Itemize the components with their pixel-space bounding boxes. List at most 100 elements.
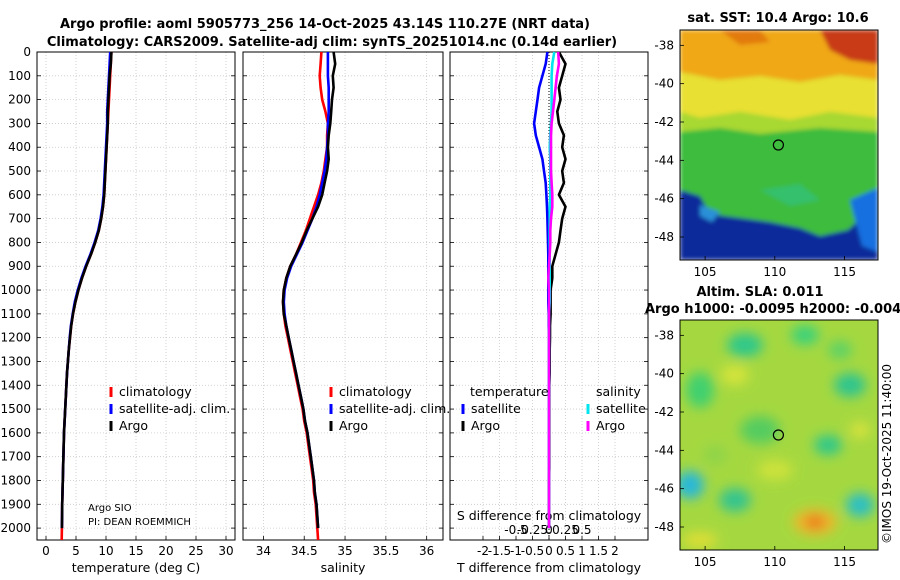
map-x-tick-label: 105	[694, 555, 717, 569]
x-tick-label: -1.5	[488, 544, 511, 558]
depth-tick-label: 200	[8, 93, 31, 107]
depth-tick-label: 1300	[0, 354, 31, 368]
sst-argo-location-marker	[772, 139, 785, 151]
depth-tick-label: 1100	[0, 307, 31, 321]
sla-map-title: Altim. SLA: 0.011	[697, 285, 824, 300]
salinity-satellite-legend-label: satellite	[596, 401, 646, 416]
depth-tick-label: 1700	[0, 450, 31, 464]
depth-tick-label: 0	[23, 45, 31, 59]
series-line-satellite-adj-clim-	[60, 51, 112, 529]
temperature-legend-heading: temperature	[470, 384, 549, 399]
depth-tick-label: 600	[8, 188, 31, 202]
x-tick-label: 36	[419, 544, 434, 558]
sst-map-image	[680, 30, 878, 260]
sst-map-title: sat. SST: 10.4 Argo: 10.6	[687, 11, 868, 26]
map-x-tick-label: 115	[833, 555, 856, 569]
satellite-adj-legend-label: satellite-adj. clim.	[339, 401, 450, 416]
depth-tick-label: 1800	[0, 473, 31, 487]
depth-tick-label: 700	[8, 212, 31, 226]
x-tick-label: 25	[188, 544, 203, 558]
map-x-tick-label: 115	[833, 265, 856, 279]
depth-tick-label: 1900	[0, 497, 31, 511]
x-tick-label: 20	[158, 544, 173, 558]
series-line-climatology	[60, 51, 113, 541]
map-y-tick-label: -38	[654, 38, 674, 52]
x-axis-label: temperature (deg C)	[72, 560, 201, 575]
x-tick-label: 30	[218, 544, 233, 558]
s-x-tick-label: 0	[545, 523, 553, 537]
x-tick-label: -1	[510, 544, 522, 558]
sla-map-image	[680, 320, 878, 550]
difference-panel: -2-1.5-1-0.5 0 0.5 1 1.5 2-0.5-0.250 0.250.5S …	[449, 51, 649, 575]
x-tick-label: 0	[545, 544, 553, 558]
map-y-tick-label: -48	[654, 230, 674, 244]
argo-legend-label: Argo	[119, 418, 148, 433]
axes-box	[36, 51, 236, 541]
depth-tick-label: 1600	[0, 426, 31, 440]
argo-legend-label: Argo	[339, 418, 368, 433]
depth-tick-label: 1500	[0, 402, 31, 416]
s-x-tick-label: -0.5	[504, 523, 527, 537]
salinity-panel: 34 34.5 35 35.5 36 salinity climatology satelli…	[242, 51, 450, 575]
series-line-argo	[60, 51, 113, 529]
x-tick-label: 34.5	[291, 544, 318, 558]
credit-line2: PI: DEAN ROEMMICH	[88, 517, 191, 528]
map-x-tick-label: 110	[763, 555, 786, 569]
map-x-tick-label: 110	[763, 265, 786, 279]
depth-tick-label: 400	[8, 140, 31, 154]
sla-map-subtitle: Argo h1000: -0.0095 h2000: -0.004	[645, 302, 900, 317]
x-tick-label: 35	[337, 544, 352, 558]
map-y-tick-label: -44	[654, 153, 674, 167]
map-y-tick-label: -42	[654, 115, 674, 129]
depth-tick-label: 100	[8, 69, 31, 83]
x-tick-label: 1.5	[589, 544, 608, 558]
s-x-tick-label: 0.5	[572, 523, 591, 537]
map-y-tick-label: -42	[654, 405, 674, 419]
depth-tick-label: 2000	[0, 521, 31, 535]
map-y-tick-label: -40	[654, 77, 674, 91]
temperature-argo-legend-label: Argo	[471, 418, 500, 433]
depth-tick-label: 900	[8, 259, 31, 273]
s-x-tick-label: 0.25	[552, 523, 579, 537]
map-y-tick-label: -46	[654, 192, 674, 206]
map-y-tick-label: -44	[654, 443, 674, 457]
depth-tick-label: 800	[8, 235, 31, 249]
x-tick-label: 0.5	[556, 544, 575, 558]
x-tick-label: 2	[611, 544, 619, 558]
temperature-satellite-legend-label: satellite	[471, 401, 521, 416]
map-y-tick-label: -46	[654, 482, 674, 496]
depth-tick-label: 300	[8, 116, 31, 130]
depth-tick-label: 500	[8, 164, 31, 178]
x-tick-label: 10	[98, 544, 113, 558]
x-tick-label: -0.5	[521, 544, 544, 558]
temperature-panel: 0100200300400500600700800900100011001200…	[0, 45, 236, 575]
salinity-argo-legend-label: Argo	[596, 418, 625, 433]
map-y-tick-label: -40	[654, 367, 674, 381]
depth-tick-label: 1400	[0, 378, 31, 392]
figure-title-line1: Argo profile: aoml 5905773_256 14-Oct-20…	[60, 17, 590, 32]
series-line-salinity-argo	[546, 51, 561, 529]
x-tick-label: 35.5	[372, 544, 399, 558]
s-x-tick-label: -0.25	[517, 523, 548, 537]
x-axis-label: salinity	[321, 560, 366, 575]
imos-timestamp: ©IMOS 19-Oct-2025 11:40:00	[880, 364, 894, 544]
x-tick-label: 5	[72, 544, 80, 558]
x-tick-label: -2	[477, 544, 489, 558]
salinity-legend-heading: salinity	[596, 384, 641, 399]
map-y-tick-label: -48	[654, 520, 674, 534]
x-tick-label: 0	[42, 544, 50, 558]
sla-argo-location-marker	[772, 429, 785, 441]
x-tick-label: 1	[578, 544, 586, 558]
depth-tick-label: 1000	[0, 283, 31, 297]
sst-map-panel: sat. SST: 10.4 Argo: 10.6 105 110 115 -38 -4…	[654, 11, 879, 279]
axes-box	[242, 51, 444, 541]
climatology-legend-label: climatology	[339, 384, 412, 399]
credit-line1: Argo SIO	[88, 503, 132, 514]
x-tick-label: 34	[256, 544, 271, 558]
depth-tick-label: 1200	[0, 331, 31, 345]
map-x-tick-label: 105	[694, 265, 717, 279]
axes-box	[449, 51, 649, 541]
x-tick-label: 15	[128, 544, 143, 558]
climatology-legend-label: climatology	[119, 384, 192, 399]
